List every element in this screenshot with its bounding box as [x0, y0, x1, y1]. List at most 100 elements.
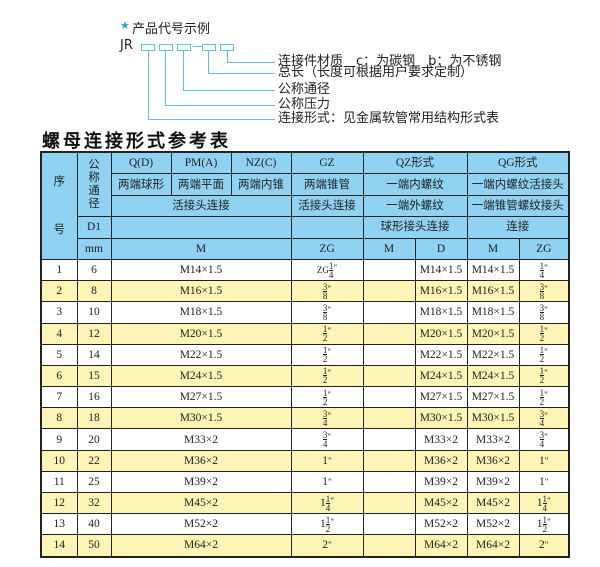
cell-no: 4 — [40, 322, 78, 345]
cell-m: M64×2 — [110, 534, 292, 558]
inch-mark: " — [544, 540, 549, 551]
header-union: 活接头连接 — [110, 194, 292, 218]
cell-qg-m: M30×1.5 — [466, 407, 520, 430]
cell-m: M14×1.5 — [110, 258, 292, 282]
table-row: 9 20 M33×2 3 4 " M33×2 M33×2 3 4 " — [40, 428, 570, 451]
table-title: 螺母连接形式参考表 — [42, 131, 231, 152]
star-icon: ★ — [120, 19, 130, 32]
fraction-denominator: 8 — [322, 311, 328, 322]
cell-dn: 40 — [76, 513, 112, 536]
cell-zg: 1 2 " — [290, 386, 364, 409]
cell-no: 7 — [40, 386, 78, 409]
cell-qz-m — [362, 534, 416, 558]
nut-connection-table: 序 号 公称通径 Q(D) PM(A) NZ(C) GZ QZ形式 QG形式 两… — [40, 151, 570, 558]
header-qd-desc: 两端球形 — [110, 173, 172, 196]
header-gz: GZ — [290, 151, 364, 175]
cell-zg: 1 1 2 " — [290, 513, 364, 536]
cell-zg: 1" — [290, 449, 364, 472]
header-gz-union: 活接头连接 — [290, 194, 364, 218]
cell-qg-zg: 1 2 " — [518, 343, 570, 366]
fraction-denominator: 4 — [322, 439, 328, 450]
cell-qg-m: M27×1.5 — [466, 386, 520, 409]
header-qg-desc3: 连接 — [466, 216, 570, 239]
cell-qz-m — [362, 343, 416, 366]
legend-diameter: 公称通径 — [278, 82, 331, 97]
cell-qz-d: M64×2 — [414, 534, 468, 558]
table-row: 4 12 M20×1.5 1 2 " M20×1.5 M20×1.5 1 2 " — [40, 322, 570, 345]
fraction-numerator: 1 — [539, 387, 545, 398]
fraction-denominator: 4 — [539, 269, 545, 280]
header-seq-bottom: 号 — [53, 223, 66, 236]
table-row: 6 15 M24×1.5 1 2 " M24×1.5 M24×1.5 1 2 " — [40, 364, 570, 388]
cell-m: M20×1.5 — [110, 322, 292, 345]
inch-mark: " — [330, 495, 334, 506]
cell-qz-d: M30×1.5 — [414, 407, 468, 430]
cell-dn: 32 — [76, 492, 112, 515]
header-zg: ZG — [290, 237, 364, 260]
cell-dn: 25 — [76, 470, 112, 494]
cell-zg: 1" — [290, 470, 364, 494]
cell-qz-m — [362, 492, 416, 515]
fraction-denominator: 8 — [322, 290, 328, 301]
zg-whole: 1 — [320, 496, 326, 509]
cell-zg: 1 2 " — [290, 343, 364, 366]
fraction-denominator: 4 — [322, 417, 328, 428]
table-row: 14 50 M64×2 2" M64×2 M64×2 2" — [40, 534, 570, 558]
cell-dn: 10 — [76, 301, 112, 324]
leader-line — [227, 62, 275, 63]
fraction-denominator: 4 — [328, 269, 334, 280]
fraction-denominator: 4 — [539, 417, 545, 428]
cell-qz-m — [362, 513, 416, 536]
cell-qg-m: M64×2 — [466, 534, 520, 558]
zg-whole: 1 — [320, 517, 326, 530]
cell-dn: 15 — [76, 364, 112, 388]
inch-mark: " — [327, 347, 332, 358]
inch-mark: " — [327, 304, 332, 315]
inch-mark: " — [544, 455, 549, 466]
inch-mark: " — [544, 262, 548, 273]
fraction-numerator: 1 — [322, 366, 328, 377]
zg-whole: 2 — [322, 539, 329, 552]
fraction-denominator: 2 — [322, 354, 328, 365]
table-row: 10 22 M36×2 1" M36×2 M36×2 1" — [40, 449, 570, 472]
fraction-numerator: 1 — [325, 514, 331, 525]
inch-mark: " — [547, 495, 551, 506]
cell-dn: 22 — [76, 449, 112, 472]
table-row: 11 25 M39×2 1" M39×2 M39×2 1" — [40, 470, 570, 494]
fraction-numerator: 3 — [322, 408, 328, 419]
header-qz-m: M — [362, 237, 416, 260]
header-qz-desc3: 球形接头连接 — [362, 216, 468, 239]
cell-qg-m: M18×1.5 — [466, 301, 520, 324]
fraction-numerator: 3 — [539, 430, 545, 441]
cell-qz-d: M14×1.5 — [414, 258, 468, 282]
inch-mark: " — [327, 389, 332, 400]
cell-qg-m: M14×1.5 — [466, 258, 520, 282]
header-pma: PM(A) — [170, 151, 232, 175]
cell-dn: 12 — [76, 322, 112, 345]
header-nzc-desc: 两端内锥 — [230, 173, 292, 196]
cell-qg-zg: 1 2 " — [518, 386, 570, 409]
cell-qg-zg: 3 8 " — [518, 301, 570, 324]
legend-material: 连接件材质 c：为碳钢 b：为不锈钢 — [278, 54, 502, 69]
fraction-denominator: 8 — [539, 290, 545, 301]
leader-line — [227, 51, 228, 62]
cell-no: 11 — [40, 470, 78, 494]
cell-qz-m — [362, 364, 416, 388]
header-qd: Q(D) — [110, 151, 172, 175]
cell-qg-m: M24×1.5 — [466, 364, 520, 388]
table-row: 5 14 M22×1.5 1 2 " M22×1.5 M22×1.5 1 2 " — [40, 343, 570, 366]
cell-m: M27×1.5 — [110, 386, 292, 409]
cell-qz-m — [362, 301, 416, 324]
cell-no: 14 — [40, 534, 78, 558]
fraction-numerator: 3 — [539, 302, 545, 313]
cell-qz-d: M33×2 — [414, 428, 468, 451]
header-seq-top: 序 — [53, 175, 66, 188]
cell-qz-d: M24×1.5 — [414, 364, 468, 388]
fraction-numerator: 1 — [325, 493, 331, 504]
